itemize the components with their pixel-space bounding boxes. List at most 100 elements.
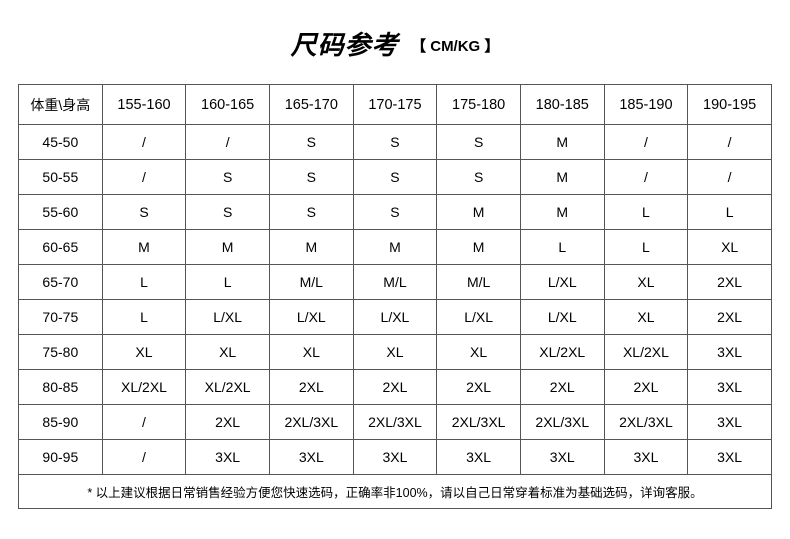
size-cell: XL/2XL	[604, 335, 688, 370]
size-cell: 2XL/3XL	[604, 405, 688, 440]
title-unit: 【 CM/KG 】	[411, 38, 499, 55]
table-row: 55-60SSSSMMLL	[19, 195, 772, 230]
size-cell: XL/2XL	[520, 335, 604, 370]
size-cell: 2XL/3XL	[520, 405, 604, 440]
size-cell: S	[353, 125, 437, 160]
size-cell: XL	[102, 335, 186, 370]
size-cell: L	[102, 265, 186, 300]
size-cell: 3XL	[688, 440, 772, 475]
table-row: 80-85XL/2XLXL/2XL2XL2XL2XL2XL2XL3XL	[19, 370, 772, 405]
corner-header: 体重\身高	[19, 85, 103, 125]
size-cell: XL/2XL	[102, 370, 186, 405]
size-cell: L/XL	[520, 265, 604, 300]
table-row: 50-55/SSSSM//	[19, 160, 772, 195]
size-cell: 2XL/3XL	[437, 405, 521, 440]
size-cell: 3XL	[688, 405, 772, 440]
size-cell: 2XL	[269, 370, 353, 405]
size-cell: M	[437, 195, 521, 230]
size-cell: /	[688, 125, 772, 160]
size-cell: S	[269, 195, 353, 230]
size-cell: M	[186, 230, 270, 265]
table-row: 45-50//SSSM//	[19, 125, 772, 160]
size-cell: XL	[437, 335, 521, 370]
size-cell: XL	[269, 335, 353, 370]
col-header: 160-165	[186, 85, 270, 125]
size-cell: M/L	[353, 265, 437, 300]
size-cell: L	[186, 265, 270, 300]
size-cell: /	[102, 405, 186, 440]
size-cell: M/L	[437, 265, 521, 300]
size-cell: M	[520, 160, 604, 195]
size-cell: S	[269, 160, 353, 195]
size-cell: XL	[353, 335, 437, 370]
header-row: 体重\身高 155-160 160-165 165-170 170-175 17…	[19, 85, 772, 125]
row-header: 90-95	[19, 440, 103, 475]
row-header: 65-70	[19, 265, 103, 300]
size-cell: L	[604, 230, 688, 265]
size-cell: S	[437, 125, 521, 160]
size-cell: 2XL/3XL	[269, 405, 353, 440]
row-header: 50-55	[19, 160, 103, 195]
size-cell: S	[102, 195, 186, 230]
size-cell: 3XL	[437, 440, 521, 475]
size-cell: 2XL	[688, 265, 772, 300]
size-cell: 2XL/3XL	[353, 405, 437, 440]
size-cell: /	[604, 125, 688, 160]
row-header: 55-60	[19, 195, 103, 230]
size-cell: /	[688, 160, 772, 195]
col-header: 165-170	[269, 85, 353, 125]
table-row: 60-65MMMMMLLXL	[19, 230, 772, 265]
size-cell: S	[186, 195, 270, 230]
size-chart-table: 体重\身高 155-160 160-165 165-170 170-175 17…	[18, 84, 772, 509]
size-cell: 2XL	[604, 370, 688, 405]
row-header: 75-80	[19, 335, 103, 370]
col-header: 175-180	[437, 85, 521, 125]
size-cell: L/XL	[186, 300, 270, 335]
size-cell: M	[353, 230, 437, 265]
size-cell: 2XL	[688, 300, 772, 335]
size-cell: M	[269, 230, 353, 265]
size-cell: XL	[688, 230, 772, 265]
size-cell: 3XL	[604, 440, 688, 475]
table-row: 75-80XLXLXLXLXLXL/2XLXL/2XL3XL	[19, 335, 772, 370]
table-row: 85-90/2XL2XL/3XL2XL/3XL2XL/3XL2XL/3XL2XL…	[19, 405, 772, 440]
size-cell: M/L	[269, 265, 353, 300]
size-cell: 2XL	[353, 370, 437, 405]
size-cell: XL	[604, 265, 688, 300]
size-cell: L	[604, 195, 688, 230]
size-cell: M	[520, 195, 604, 230]
size-cell: /	[186, 125, 270, 160]
size-cell: L/XL	[269, 300, 353, 335]
size-cell: XL/2XL	[186, 370, 270, 405]
size-cell: L	[520, 230, 604, 265]
table-row: 65-70LLM/LM/LM/LL/XLXL2XL	[19, 265, 772, 300]
size-cell: 3XL	[269, 440, 353, 475]
col-header: 155-160	[102, 85, 186, 125]
size-cell: S	[437, 160, 521, 195]
size-cell: M	[520, 125, 604, 160]
size-cell: S	[269, 125, 353, 160]
size-cell: L/XL	[520, 300, 604, 335]
size-cell: M	[102, 230, 186, 265]
size-cell: 2XL	[186, 405, 270, 440]
table-row: 90-95/3XL3XL3XL3XL3XL3XL3XL	[19, 440, 772, 475]
size-cell: S	[353, 160, 437, 195]
title-container: 尺码参考 【 CM/KG 】	[18, 25, 772, 62]
size-cell: S	[186, 160, 270, 195]
row-header: 85-90	[19, 405, 103, 440]
footer-note: * 以上建议根据日常销售经验方便您快速选码，正确率非100%，请以自己日常穿着标…	[19, 475, 772, 509]
col-header: 180-185	[520, 85, 604, 125]
size-cell: 3XL	[520, 440, 604, 475]
size-cell: S	[353, 195, 437, 230]
table-body: 45-50//SSSM//50-55/SSSSM//55-60SSSSMMLL6…	[19, 125, 772, 475]
size-cell: M	[437, 230, 521, 265]
size-cell: 3XL	[353, 440, 437, 475]
size-cell: L	[102, 300, 186, 335]
col-header: 185-190	[604, 85, 688, 125]
size-cell: /	[102, 125, 186, 160]
size-cell: L/XL	[353, 300, 437, 335]
size-cell: 2XL	[437, 370, 521, 405]
col-header: 190-195	[688, 85, 772, 125]
row-header: 80-85	[19, 370, 103, 405]
row-header: 70-75	[19, 300, 103, 335]
